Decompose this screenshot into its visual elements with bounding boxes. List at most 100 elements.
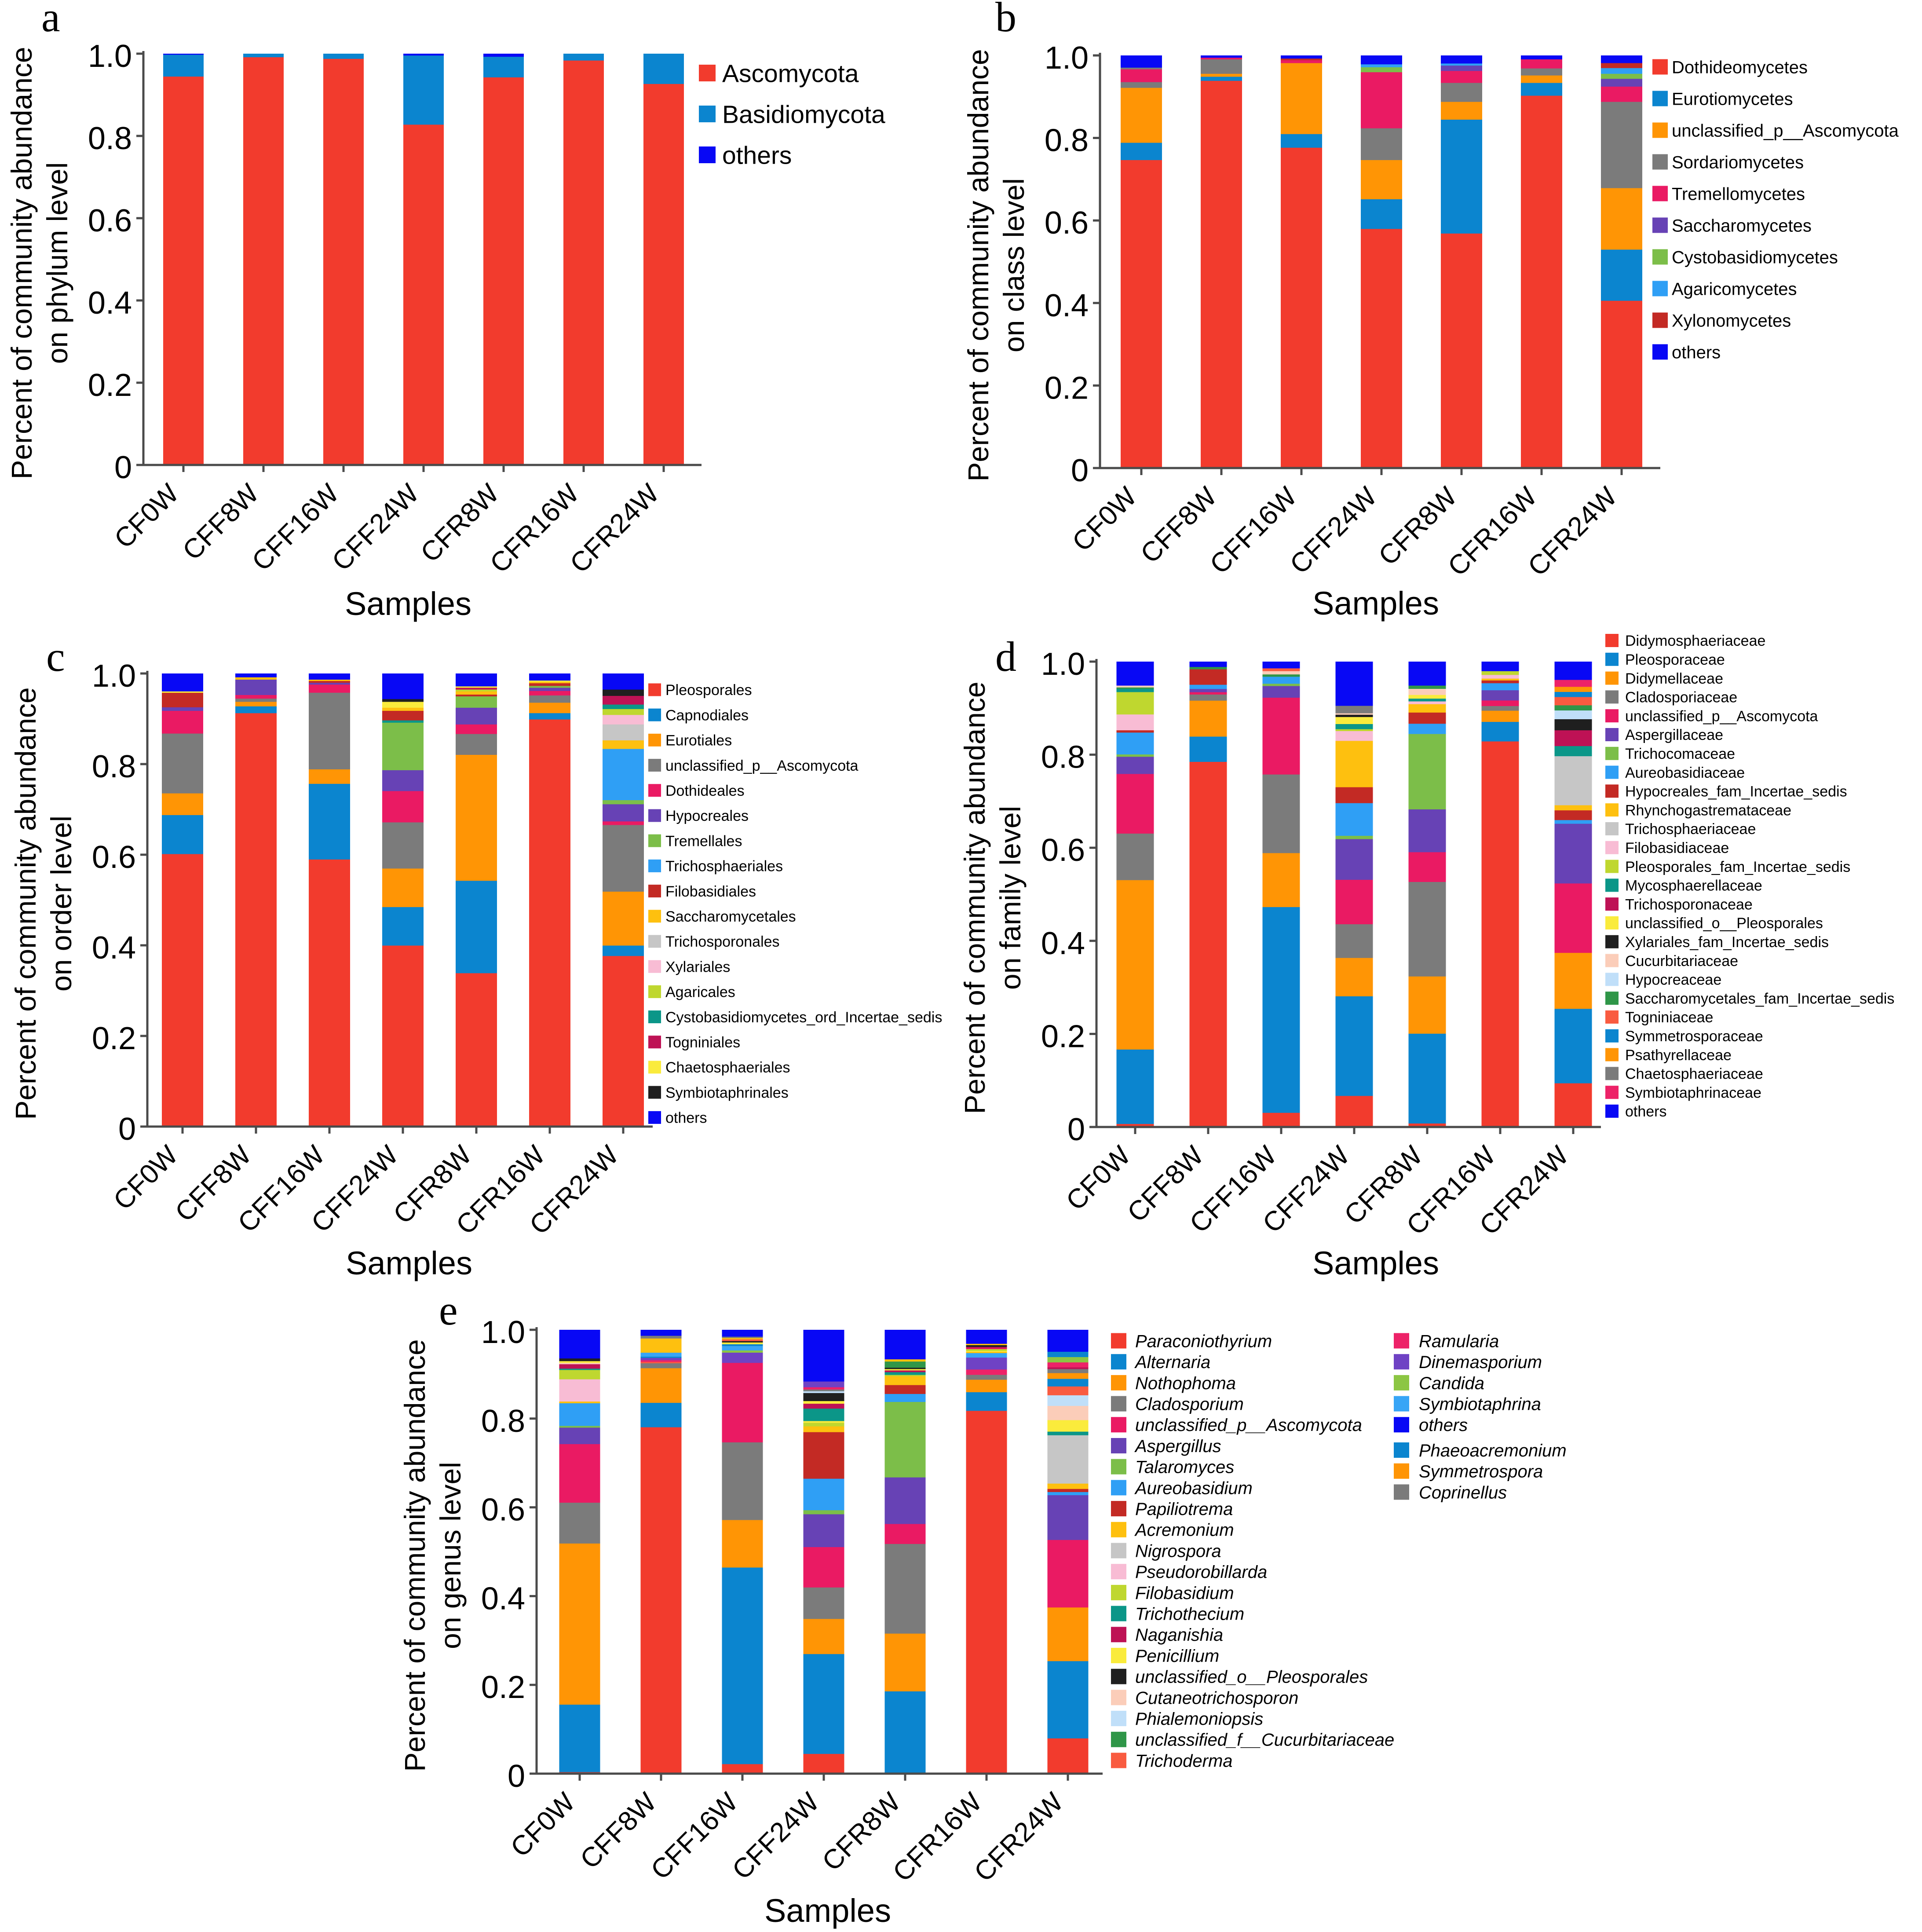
svg-text:c: c (46, 633, 65, 680)
svg-text:Percent of community abundance: Percent of community abundance (962, 49, 994, 481)
svg-text:Agaricomycetes: Agaricomycetes (1672, 279, 1797, 299)
svg-text:0.6: 0.6 (88, 203, 132, 238)
svg-text:Xylariales_fam_Incertae_sedis: Xylariales_fam_Incertae_sedis (1625, 934, 1829, 951)
svg-text:Filobasidiales: Filobasidiales (665, 883, 756, 900)
svg-text:0.4: 0.4 (1045, 288, 1089, 323)
svg-text:unclassified_f__Cucurbitariace: unclassified_f__Cucurbitariaceae (1135, 1731, 1394, 1750)
svg-text:1.0: 1.0 (1041, 647, 1085, 682)
svg-text:0: 0 (118, 1112, 136, 1147)
svg-text:Dothideales: Dothideales (665, 783, 745, 799)
svg-text:others: others (1672, 343, 1721, 362)
svg-text:0.2: 0.2 (481, 1670, 525, 1705)
svg-text:Symbiotaphrinales: Symbiotaphrinales (665, 1084, 789, 1101)
svg-text:Togniniaceae: Togniniaceae (1625, 1009, 1713, 1026)
svg-text:Didymellaceae: Didymellaceae (1625, 670, 1723, 687)
svg-text:Talaromyces: Talaromyces (1135, 1458, 1234, 1477)
svg-text:Paraconiothyrium: Paraconiothyrium (1135, 1332, 1272, 1351)
svg-text:0.6: 0.6 (1041, 833, 1085, 868)
svg-text:0.4: 0.4 (481, 1581, 525, 1616)
svg-text:Trichosphaeriaceae: Trichosphaeriaceae (1625, 821, 1756, 838)
svg-text:Symmetrosporaceae: Symmetrosporaceae (1625, 1028, 1763, 1045)
svg-text:Trichoderma: Trichoderma (1135, 1751, 1233, 1771)
svg-text:Cladosporiaceae: Cladosporiaceae (1625, 689, 1737, 706)
svg-text:Percent of community abundance: Percent of community abundance (9, 687, 42, 1120)
svg-text:Samples: Samples (346, 1245, 472, 1281)
svg-text:Saccharomycetales_fam_Incertae: Saccharomycetales_fam_Incertae_sedis (1625, 990, 1894, 1007)
svg-text:Togniniales: Togniniales (665, 1034, 740, 1051)
svg-text:Saccharomycetes: Saccharomycetes (1672, 216, 1812, 235)
svg-text:0.8: 0.8 (92, 749, 136, 784)
svg-text:0.2: 0.2 (88, 368, 132, 403)
svg-text:Aureobasidium: Aureobasidium (1134, 1478, 1253, 1498)
svg-text:0.8: 0.8 (1041, 740, 1085, 775)
svg-text:Basidiomycota: Basidiomycota (722, 101, 885, 129)
svg-text:Aspergillus: Aspergillus (1134, 1437, 1221, 1456)
svg-text:Percent of community abundance: Percent of community abundance (5, 47, 38, 479)
svg-text:Pleosporaceae: Pleosporaceae (1625, 651, 1725, 668)
svg-text:Dothideomycetes: Dothideomycetes (1672, 58, 1808, 77)
svg-text:a: a (41, 0, 60, 40)
svg-text:Coprinellus: Coprinellus (1419, 1483, 1507, 1502)
svg-text:1.0: 1.0 (1045, 40, 1089, 76)
svg-text:others: others (1625, 1103, 1667, 1120)
svg-text:Ramularia: Ramularia (1419, 1332, 1499, 1351)
svg-text:0.2: 0.2 (1045, 370, 1089, 406)
svg-text:Trichothecium: Trichothecium (1135, 1605, 1244, 1624)
svg-text:Dinemasporium: Dinemasporium (1419, 1353, 1542, 1372)
svg-text:Trichosporonaceae: Trichosporonaceae (1625, 896, 1753, 913)
svg-text:on genus level: on genus level (434, 1462, 467, 1649)
svg-text:Pseudorobillarda: Pseudorobillarda (1135, 1562, 1267, 1582)
svg-text:unclassified_o__Pleosporales: unclassified_o__Pleosporales (1625, 915, 1823, 932)
svg-text:Samples: Samples (1312, 585, 1439, 622)
svg-text:Capnodiales: Capnodiales (665, 707, 749, 724)
svg-text:1.0: 1.0 (92, 659, 136, 694)
svg-text:0.2: 0.2 (92, 1021, 136, 1056)
svg-text:Samples: Samples (345, 585, 471, 622)
svg-text:Percent of community abundance: Percent of community abundance (958, 681, 991, 1114)
svg-text:Symbiotaphrinaceae: Symbiotaphrinaceae (1625, 1084, 1761, 1101)
svg-text:0.4: 0.4 (92, 930, 136, 966)
svg-text:Symbiotaphrina: Symbiotaphrina (1419, 1395, 1541, 1414)
svg-text:Cutaneotrichosporon: Cutaneotrichosporon (1135, 1688, 1298, 1708)
svg-text:on order level: on order level (45, 816, 77, 992)
svg-text:Symmetrospora: Symmetrospora (1419, 1462, 1543, 1482)
svg-text:Cystobasidiomycetes_ord_Incert: Cystobasidiomycetes_ord_Incertae_sedis (665, 1009, 942, 1026)
svg-text:on class level: on class level (998, 178, 1030, 352)
svg-text:unclassified_p__Ascomycota: unclassified_p__Ascomycota (1672, 121, 1899, 140)
svg-text:Eurotiales: Eurotiales (665, 732, 732, 749)
svg-text:Hypocreaceae: Hypocreaceae (1625, 972, 1721, 988)
svg-text:Phaeoacremonium: Phaeoacremonium (1419, 1441, 1567, 1460)
svg-text:Filobasidiaceae: Filobasidiaceae (1625, 840, 1729, 856)
svg-text:Xylariales: Xylariales (665, 959, 730, 975)
svg-text:Xylonomycetes: Xylonomycetes (1672, 311, 1791, 330)
svg-text:1.0: 1.0 (481, 1315, 525, 1350)
svg-text:0: 0 (508, 1759, 525, 1794)
svg-text:Cystobasidiomycetes: Cystobasidiomycetes (1672, 248, 1838, 267)
svg-text:unclassified_p__Ascomycota: unclassified_p__Ascomycota (1625, 708, 1818, 724)
svg-text:Samples: Samples (764, 1892, 891, 1929)
svg-text:Didymosphaeriaceae: Didymosphaeriaceae (1625, 633, 1765, 649)
svg-text:on phylum level: on phylum level (41, 162, 73, 364)
svg-text:Agaricales: Agaricales (665, 984, 735, 1001)
svg-text:Samples: Samples (1312, 1245, 1439, 1281)
svg-text:Filobasidium: Filobasidium (1135, 1584, 1234, 1603)
svg-text:Papiliotrema: Papiliotrema (1135, 1500, 1233, 1519)
svg-text:unclassified_p__Ascomycota: unclassified_p__Ascomycota (1135, 1416, 1362, 1435)
svg-text:unclassified_o__Pleosporales: unclassified_o__Pleosporales (1135, 1668, 1368, 1687)
svg-text:d: d (995, 633, 1016, 680)
svg-text:Candida: Candida (1419, 1374, 1484, 1393)
svg-text:Aspergillaceae: Aspergillaceae (1625, 727, 1723, 743)
svg-text:Hypocreales_fam_Incertae_sedis: Hypocreales_fam_Incertae_sedis (1625, 783, 1847, 800)
svg-text:Cladosporium: Cladosporium (1135, 1395, 1244, 1414)
svg-text:0.4: 0.4 (1041, 926, 1085, 961)
svg-text:Naganishia: Naganishia (1135, 1625, 1223, 1645)
svg-text:0.8: 0.8 (1045, 123, 1089, 158)
svg-text:0.6: 0.6 (92, 840, 136, 875)
svg-text:Acremonium: Acremonium (1134, 1521, 1234, 1540)
svg-text:b: b (995, 0, 1016, 40)
svg-text:0: 0 (1071, 453, 1089, 488)
svg-text:Alternaria: Alternaria (1134, 1353, 1210, 1372)
svg-text:0.6: 0.6 (481, 1493, 525, 1528)
svg-text:1.0: 1.0 (88, 39, 132, 74)
svg-text:0.4: 0.4 (88, 285, 132, 321)
